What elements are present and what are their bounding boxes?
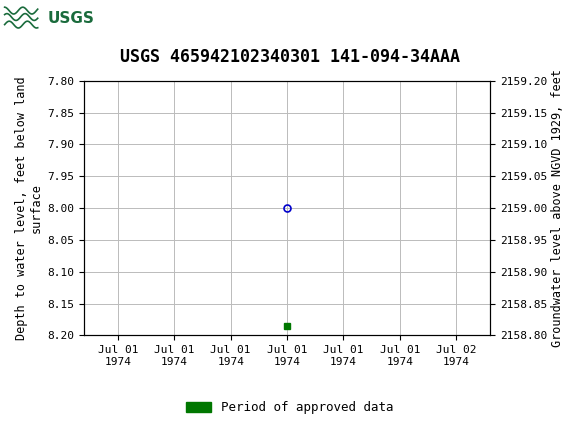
Y-axis label: Depth to water level, feet below land
surface: Depth to water level, feet below land su… <box>15 76 44 340</box>
Text: USGS: USGS <box>48 12 95 26</box>
Text: USGS 465942102340301 141-094-34AAA: USGS 465942102340301 141-094-34AAA <box>120 48 460 66</box>
Legend: Period of approved data: Period of approved data <box>181 396 399 419</box>
Y-axis label: Groundwater level above NGVD 1929, feet: Groundwater level above NGVD 1929, feet <box>551 69 564 347</box>
FancyBboxPatch shape <box>3 3 84 35</box>
